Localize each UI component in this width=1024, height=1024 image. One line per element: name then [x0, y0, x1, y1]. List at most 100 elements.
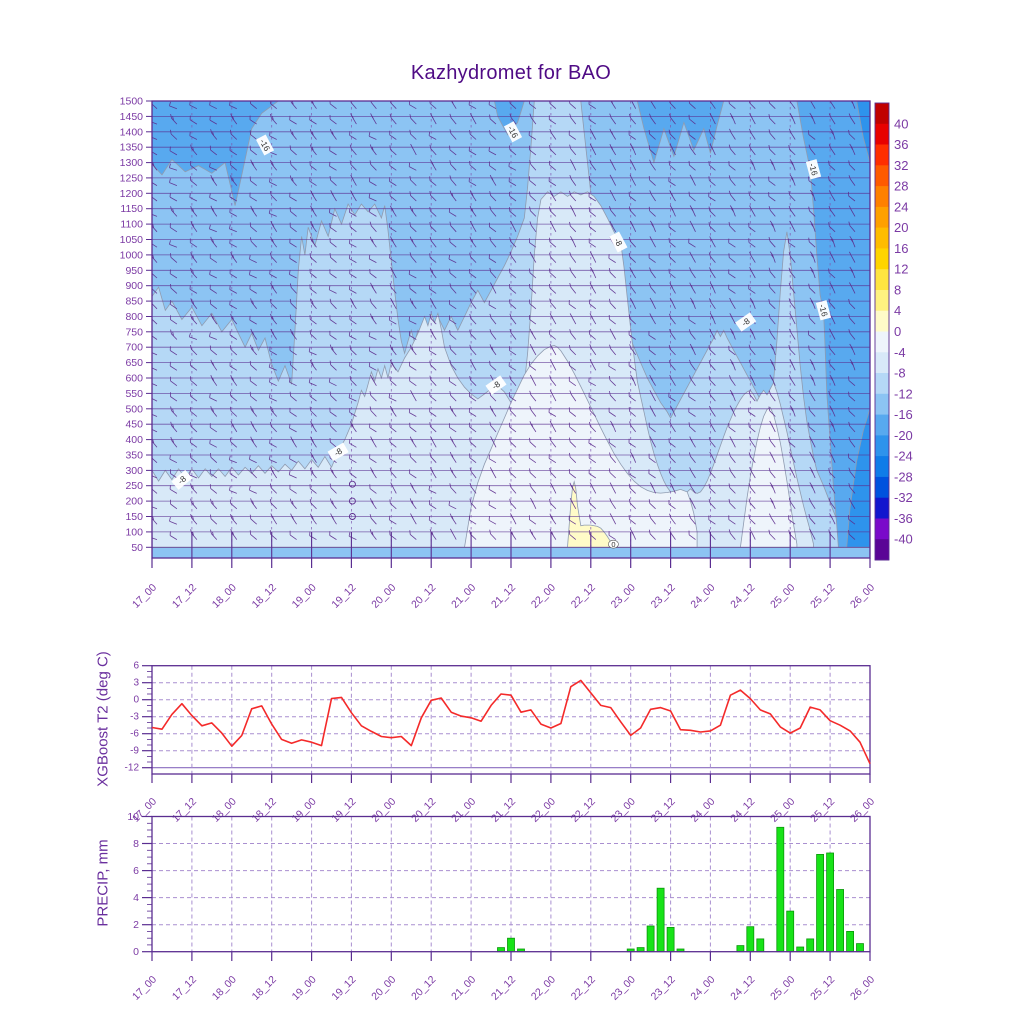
main-xtick-label: 23_00	[609, 582, 638, 611]
main-xtick-label: 22_00	[529, 582, 558, 611]
colorbar-tick-label: -28	[894, 469, 913, 484]
colorbar-tick-label: -36	[894, 511, 913, 526]
colorbar-tick-label: 4	[894, 303, 901, 318]
t2-ytick-label: -6	[130, 729, 139, 740]
precip-xtick-label: 22_00	[529, 974, 558, 1003]
precip-bar	[796, 946, 805, 953]
t2-xtick-label: 23_00	[609, 796, 638, 825]
main-xtick-label: 17_00	[130, 582, 159, 611]
precip-xtick-label: 21_00	[449, 974, 478, 1003]
precip-xtick-label: 25_12	[808, 974, 837, 1003]
main-ytick-label: 1450	[120, 111, 144, 123]
precip-bar	[746, 926, 755, 953]
t2-xtick-label: 24_00	[688, 796, 717, 825]
main-ytick-label: 150	[125, 511, 143, 523]
colorbar-tick-label: 40	[894, 116, 908, 131]
t2-ytick-label: 0	[133, 695, 139, 706]
colorbar-tick-label: 0	[894, 324, 901, 339]
main-ytick-label: 750	[125, 326, 143, 338]
main-xtick-label: 25_12	[808, 582, 837, 611]
precip-bar	[776, 826, 785, 953]
main-xtick-label: 20_12	[409, 582, 438, 611]
main-ytick-label: 500	[125, 403, 143, 415]
colorbar-tick-label: -32	[894, 490, 913, 505]
precip-xtick-label: 23_12	[649, 974, 678, 1003]
colorbar-tick-label: -24	[894, 449, 913, 464]
precip-bar	[507, 937, 515, 953]
svg-text:-8: -8	[612, 236, 625, 248]
precip-xtick-label: 24_12	[728, 974, 757, 1003]
main-xtick-label: 22_12	[569, 582, 598, 611]
main-xtick-label: 20_00	[369, 582, 398, 611]
main-ytick-label: 550	[125, 388, 143, 400]
colorbar-tick-label: 28	[894, 179, 908, 194]
precip-bar	[646, 925, 655, 953]
contour-label: -8	[327, 442, 349, 462]
colorbar-tick-label: -4	[894, 345, 906, 360]
main-ytick-label: 1400	[120, 126, 144, 138]
t2-xtick-label: 18_00	[210, 796, 239, 825]
precip-ytick-label: 10	[127, 811, 139, 823]
main-ytick-label: 350	[125, 450, 143, 462]
precip-ytick-label: 4	[133, 892, 139, 904]
calm-wind-icon	[348, 497, 356, 505]
colorbar-tick-label: 8	[894, 283, 901, 298]
main-ytick-label: 200	[125, 496, 143, 508]
precip-xtick-label: 18_12	[250, 974, 279, 1003]
svg-text:0: 0	[611, 540, 615, 549]
precip-bar	[736, 945, 745, 953]
contour-label: -16	[503, 121, 523, 143]
wind-barbs	[152, 101, 856, 540]
contour-label: -16	[255, 134, 275, 156]
contour-label: -8	[171, 469, 193, 490]
precip-bar	[756, 938, 765, 953]
contour-label: -16	[805, 159, 822, 180]
main-xtick-label: 19_00	[290, 582, 319, 611]
precip-bar	[826, 852, 834, 953]
main-ytick-label: 900	[125, 280, 143, 292]
colorbar-tick-label: 32	[894, 158, 908, 173]
calm-wind-icon	[348, 513, 356, 520]
colorbar-tick-label: 36	[894, 137, 908, 152]
svg-text:-16: -16	[817, 303, 830, 318]
precip-bar	[856, 943, 864, 953]
colorbar: 4036322824201612840-4-8-12-16-20-24-28-3…	[874, 102, 913, 561]
precip-xtick-label: 17_12	[170, 974, 199, 1003]
t2-xtick-label: 17_12	[170, 796, 199, 825]
t2-xtick-label: 19_12	[329, 796, 358, 825]
main-xtick-label: 21_12	[489, 582, 518, 611]
main-xtick-label: 18_12	[250, 582, 279, 611]
main-xtick-label: 24_00	[688, 582, 717, 611]
precip-ytick-label: 2	[133, 919, 139, 931]
precip-bar	[846, 931, 854, 953]
t2-xtick-label: 20_12	[409, 796, 438, 825]
contour-label: -8	[485, 375, 507, 395]
precip-ytick-label: 0	[133, 946, 139, 958]
main-ytick-label: 1200	[120, 188, 144, 200]
t2-xtick-label: 24_12	[728, 796, 757, 825]
t2-ytick-label: 6	[133, 661, 139, 672]
main-ytick-label: 250	[125, 480, 143, 492]
colorbar-tick-label: 16	[894, 241, 908, 256]
precip-ytick-label: 8	[133, 838, 139, 850]
t2-xtick-label: 21_00	[449, 796, 478, 825]
main-xtick-label: 18_00	[210, 582, 239, 611]
main-xtick-label: 19_12	[329, 582, 358, 611]
svg-text:-16: -16	[807, 162, 820, 177]
main-ytick-label: 850	[125, 296, 143, 308]
precip-xtick-label: 19_12	[329, 974, 358, 1003]
main-ytick-label: 1000	[120, 249, 144, 261]
t2-xtick-label: 18_12	[250, 796, 279, 825]
precip-xtick-label: 23_00	[609, 974, 638, 1003]
main-xtick-label: 23_12	[649, 582, 678, 611]
main-ytick-label: 1350	[120, 142, 144, 154]
page-title: Kazhydromet for BAO	[410, 62, 612, 84]
precip-xtick-label: 19_00	[290, 974, 319, 1003]
t2-xtick-label: 23_12	[649, 796, 678, 825]
colorbar-tick-label: 24	[894, 199, 908, 214]
main-ytick-label: 1300	[120, 157, 144, 169]
t2-ytick-label: -9	[130, 746, 139, 757]
calm-wind-icon	[348, 480, 356, 488]
precip-ytick-label: 6	[133, 865, 139, 877]
colorbar-tick-label: -8	[894, 366, 906, 381]
